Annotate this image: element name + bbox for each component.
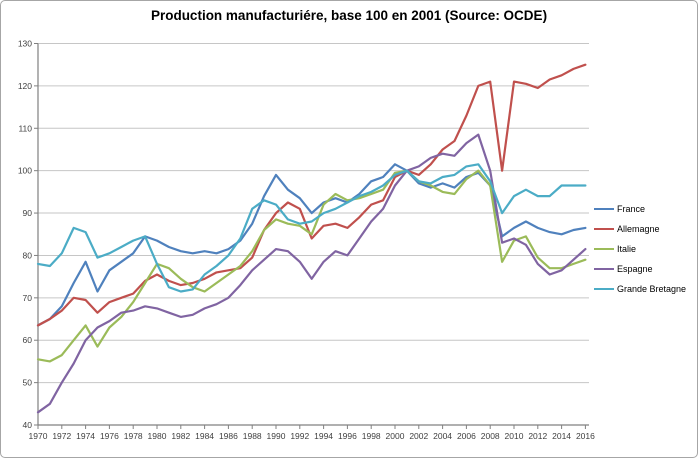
y-tick-label: 70 (23, 293, 33, 303)
legend-label: France (617, 204, 646, 214)
x-tick-label: 1990 (267, 431, 286, 441)
x-tick-label: 1972 (52, 431, 71, 441)
x-tick-label: 1982 (171, 431, 190, 441)
legend-label: Italie (617, 244, 637, 254)
legend-line-swatch (594, 267, 614, 271)
legend-line-swatch (594, 247, 614, 251)
x-tick-label: 1988 (243, 431, 262, 441)
legend-item-allemagne: Allemagne (594, 219, 696, 239)
series-line-italie (36, 169, 587, 363)
legend-item-italie: Italie (594, 239, 696, 259)
x-tick-label: 2004 (433, 431, 452, 441)
y-tick-label: 80 (23, 250, 33, 260)
x-tick-label: 2016 (576, 431, 595, 441)
x-tick-label: 2012 (528, 431, 547, 441)
legend-item-grande-bretagne: Grande Bretagne (594, 279, 696, 299)
x-tick-label: 2000 (386, 431, 405, 441)
legend-item-france: France (594, 199, 696, 219)
x-tick-label: 1986 (219, 431, 238, 441)
legend-label: Espagne (617, 264, 653, 274)
chart-title: Production manufacturiére, base 100 en 2… (150, 8, 548, 23)
legend-label: Grande Bretagne (617, 284, 687, 294)
x-tick-label: 2008 (481, 431, 500, 441)
x-tick-label: 2014 (552, 431, 571, 441)
legend-line-swatch (594, 207, 614, 211)
y-tick-label: 130 (18, 39, 32, 49)
x-tick-label: 1994 (314, 431, 333, 441)
y-tick-label: 120 (18, 81, 32, 91)
series-line-allemagne (36, 63, 587, 327)
x-tick-label: 1978 (124, 431, 143, 441)
legend-label: Allemagne (617, 224, 660, 234)
series-line-grande-bretagne (36, 163, 587, 293)
x-tick-label: 1974 (76, 431, 95, 441)
x-tick-label: 1984 (195, 431, 214, 441)
x-tick-label: 1970 (29, 431, 48, 441)
x-tick-label: 2002 (409, 431, 428, 441)
legend-item-espagne: Espagne (594, 259, 696, 279)
x-tick-label: 1996 (338, 431, 357, 441)
y-tick-label: 50 (23, 378, 33, 388)
x-tick-label: 1992 (290, 431, 309, 441)
x-tick-label: 1980 (148, 431, 167, 441)
y-tick-label: 40 (23, 420, 33, 430)
chart-legend: France Allemagne Italie Espagne Grande Breta… (594, 199, 696, 299)
x-tick-label: 2010 (505, 431, 524, 441)
y-tick-label: 90 (23, 208, 33, 218)
y-tick-label: 110 (18, 123, 32, 133)
y-tick-label: 100 (18, 166, 32, 176)
series-line-espagne (36, 133, 587, 414)
legend-line-swatch (594, 287, 614, 291)
x-tick-label: 2006 (457, 431, 476, 441)
x-tick-label: 1976 (100, 431, 119, 441)
y-tick-label: 60 (23, 335, 33, 345)
legend-line-swatch (594, 227, 614, 231)
series-line-france (36, 163, 587, 327)
x-tick-label: 1998 (362, 431, 381, 441)
